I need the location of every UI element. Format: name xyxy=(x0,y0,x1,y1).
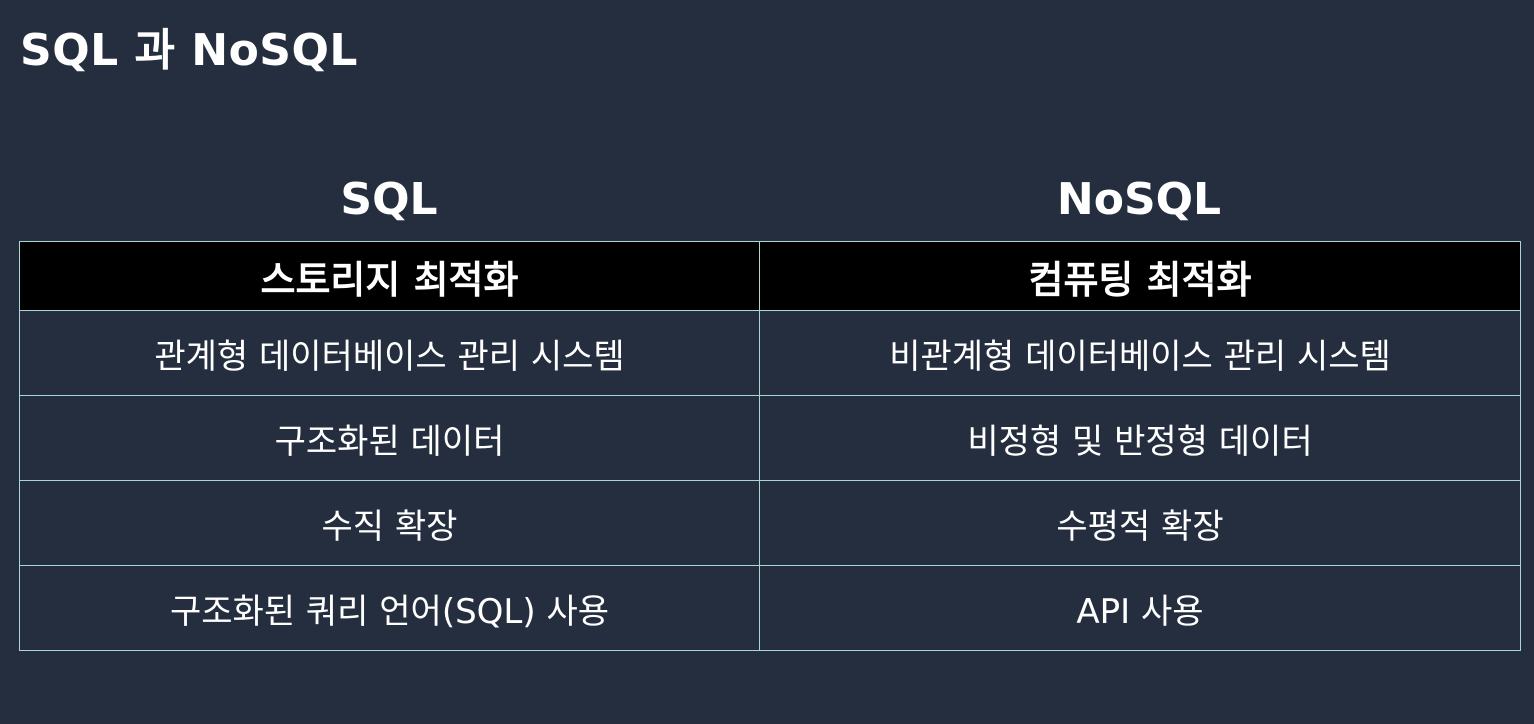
nosql-cell: 비정형 및 반정형 데이터 xyxy=(759,395,1521,481)
sql-cell: 관계형 데이터베이스 관리 시스템 xyxy=(19,310,760,396)
table-row: 관계형 데이터베이스 관리 시스템 비관계형 데이터베이스 관리 시스템 xyxy=(19,310,1521,396)
table-row: 수직 확장 수평적 확장 xyxy=(19,480,1521,566)
nosql-header-cell: 컴퓨팅 최적화 xyxy=(759,241,1521,311)
nosql-cell: 수평적 확장 xyxy=(759,480,1521,566)
nosql-cell: 비관계형 데이터베이스 관리 시스템 xyxy=(759,310,1521,396)
comparison-table: 스토리지 최적화 컴퓨팅 최적화 관계형 데이터베이스 관리 시스템 비관계형 … xyxy=(19,241,1521,651)
table-row: 구조화된 쿼리 언어(SQL) 사용 API 사용 xyxy=(19,565,1521,651)
sql-column-heading: SQL xyxy=(340,174,438,225)
table-row: 구조화된 데이터 비정형 및 반정형 데이터 xyxy=(19,395,1521,481)
sql-cell: 구조화된 쿼리 언어(SQL) 사용 xyxy=(19,565,760,651)
slide-title: SQL 과 NoSQL xyxy=(20,25,358,76)
nosql-column-heading: NoSQL xyxy=(1056,174,1222,225)
nosql-cell: API 사용 xyxy=(759,565,1521,651)
table-header-row: 스토리지 최적화 컴퓨팅 최적화 xyxy=(19,241,1521,311)
sql-cell: 수직 확장 xyxy=(19,480,760,566)
sql-header-cell: 스토리지 최적화 xyxy=(19,241,760,311)
sql-cell: 구조화된 데이터 xyxy=(19,395,760,481)
